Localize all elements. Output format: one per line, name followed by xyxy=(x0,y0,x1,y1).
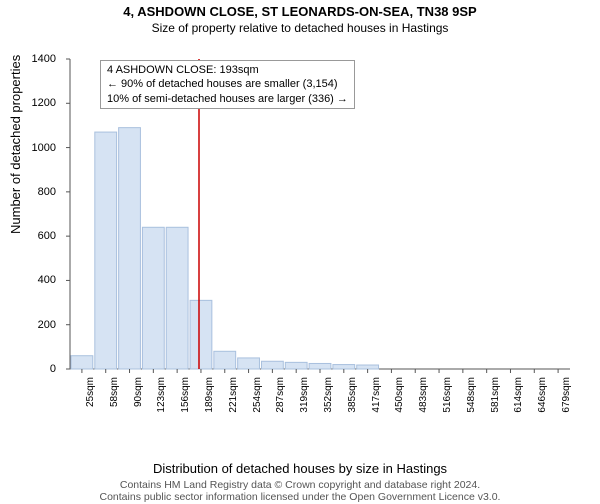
x-tick-label: 385sqm xyxy=(347,377,358,427)
y-tick-label: 1400 xyxy=(26,53,56,65)
x-tick-label: 548sqm xyxy=(466,377,477,427)
x-tick-label: 25sqm xyxy=(85,377,96,427)
x-tick-label: 319sqm xyxy=(299,377,310,427)
x-tick-label: 679sqm xyxy=(561,377,572,427)
y-tick-label: 200 xyxy=(26,319,56,331)
page-subtitle: Size of property relative to detached ho… xyxy=(0,21,600,35)
x-tick-label: 287sqm xyxy=(275,377,286,427)
page-title: 4, ASHDOWN CLOSE, ST LEONARDS-ON-SEA, TN… xyxy=(0,4,600,19)
y-tick-label: 600 xyxy=(26,230,56,242)
footer: Contains HM Land Registry data © Crown c… xyxy=(0,479,600,504)
annotation-line-1: 4 ASHDOWN CLOSE: 193sqm xyxy=(107,63,348,77)
x-tick-label: 516sqm xyxy=(442,377,453,427)
x-tick-label: 417sqm xyxy=(371,377,382,427)
x-tick-label: 614sqm xyxy=(513,377,524,427)
y-tick-label: 400 xyxy=(26,274,56,286)
y-tick-label: 800 xyxy=(26,186,56,198)
x-tick-label: 352sqm xyxy=(323,377,334,427)
annotation-line-3: 10% of semi-detached houses are larger (… xyxy=(107,92,348,106)
annotation-box: 4 ASHDOWN CLOSE: 193sqm ← 90% of detache… xyxy=(100,60,355,109)
x-tick-label: 450sqm xyxy=(394,377,405,427)
x-tick-label: 90sqm xyxy=(133,377,144,427)
x-tick-label: 483sqm xyxy=(418,377,429,427)
y-axis-label: Number of detached properties xyxy=(8,55,23,234)
x-axis-label: Distribution of detached houses by size … xyxy=(0,461,600,476)
annotation-line-2: ← 90% of detached houses are smaller (3,… xyxy=(107,77,348,91)
footer-line-2: Contains public sector information licen… xyxy=(0,491,600,504)
y-tick-label: 0 xyxy=(26,363,56,375)
y-tick-label: 1000 xyxy=(26,142,56,154)
chart-area: 4 ASHDOWN CLOSE: 193sqm ← 90% of detache… xyxy=(60,54,580,424)
x-tick-label: 254sqm xyxy=(252,377,263,427)
x-tick-label: 123sqm xyxy=(156,377,167,427)
x-tick-label: 581sqm xyxy=(490,377,501,427)
histogram-plot xyxy=(60,54,580,424)
x-tick-label: 221sqm xyxy=(228,377,239,427)
x-tick-label: 646sqm xyxy=(537,377,548,427)
x-tick-label: 58sqm xyxy=(109,377,120,427)
footer-line-1: Contains HM Land Registry data © Crown c… xyxy=(0,479,600,492)
y-tick-label: 1200 xyxy=(26,97,56,109)
x-tick-label: 189sqm xyxy=(204,377,215,427)
x-tick-label: 156sqm xyxy=(180,377,191,427)
